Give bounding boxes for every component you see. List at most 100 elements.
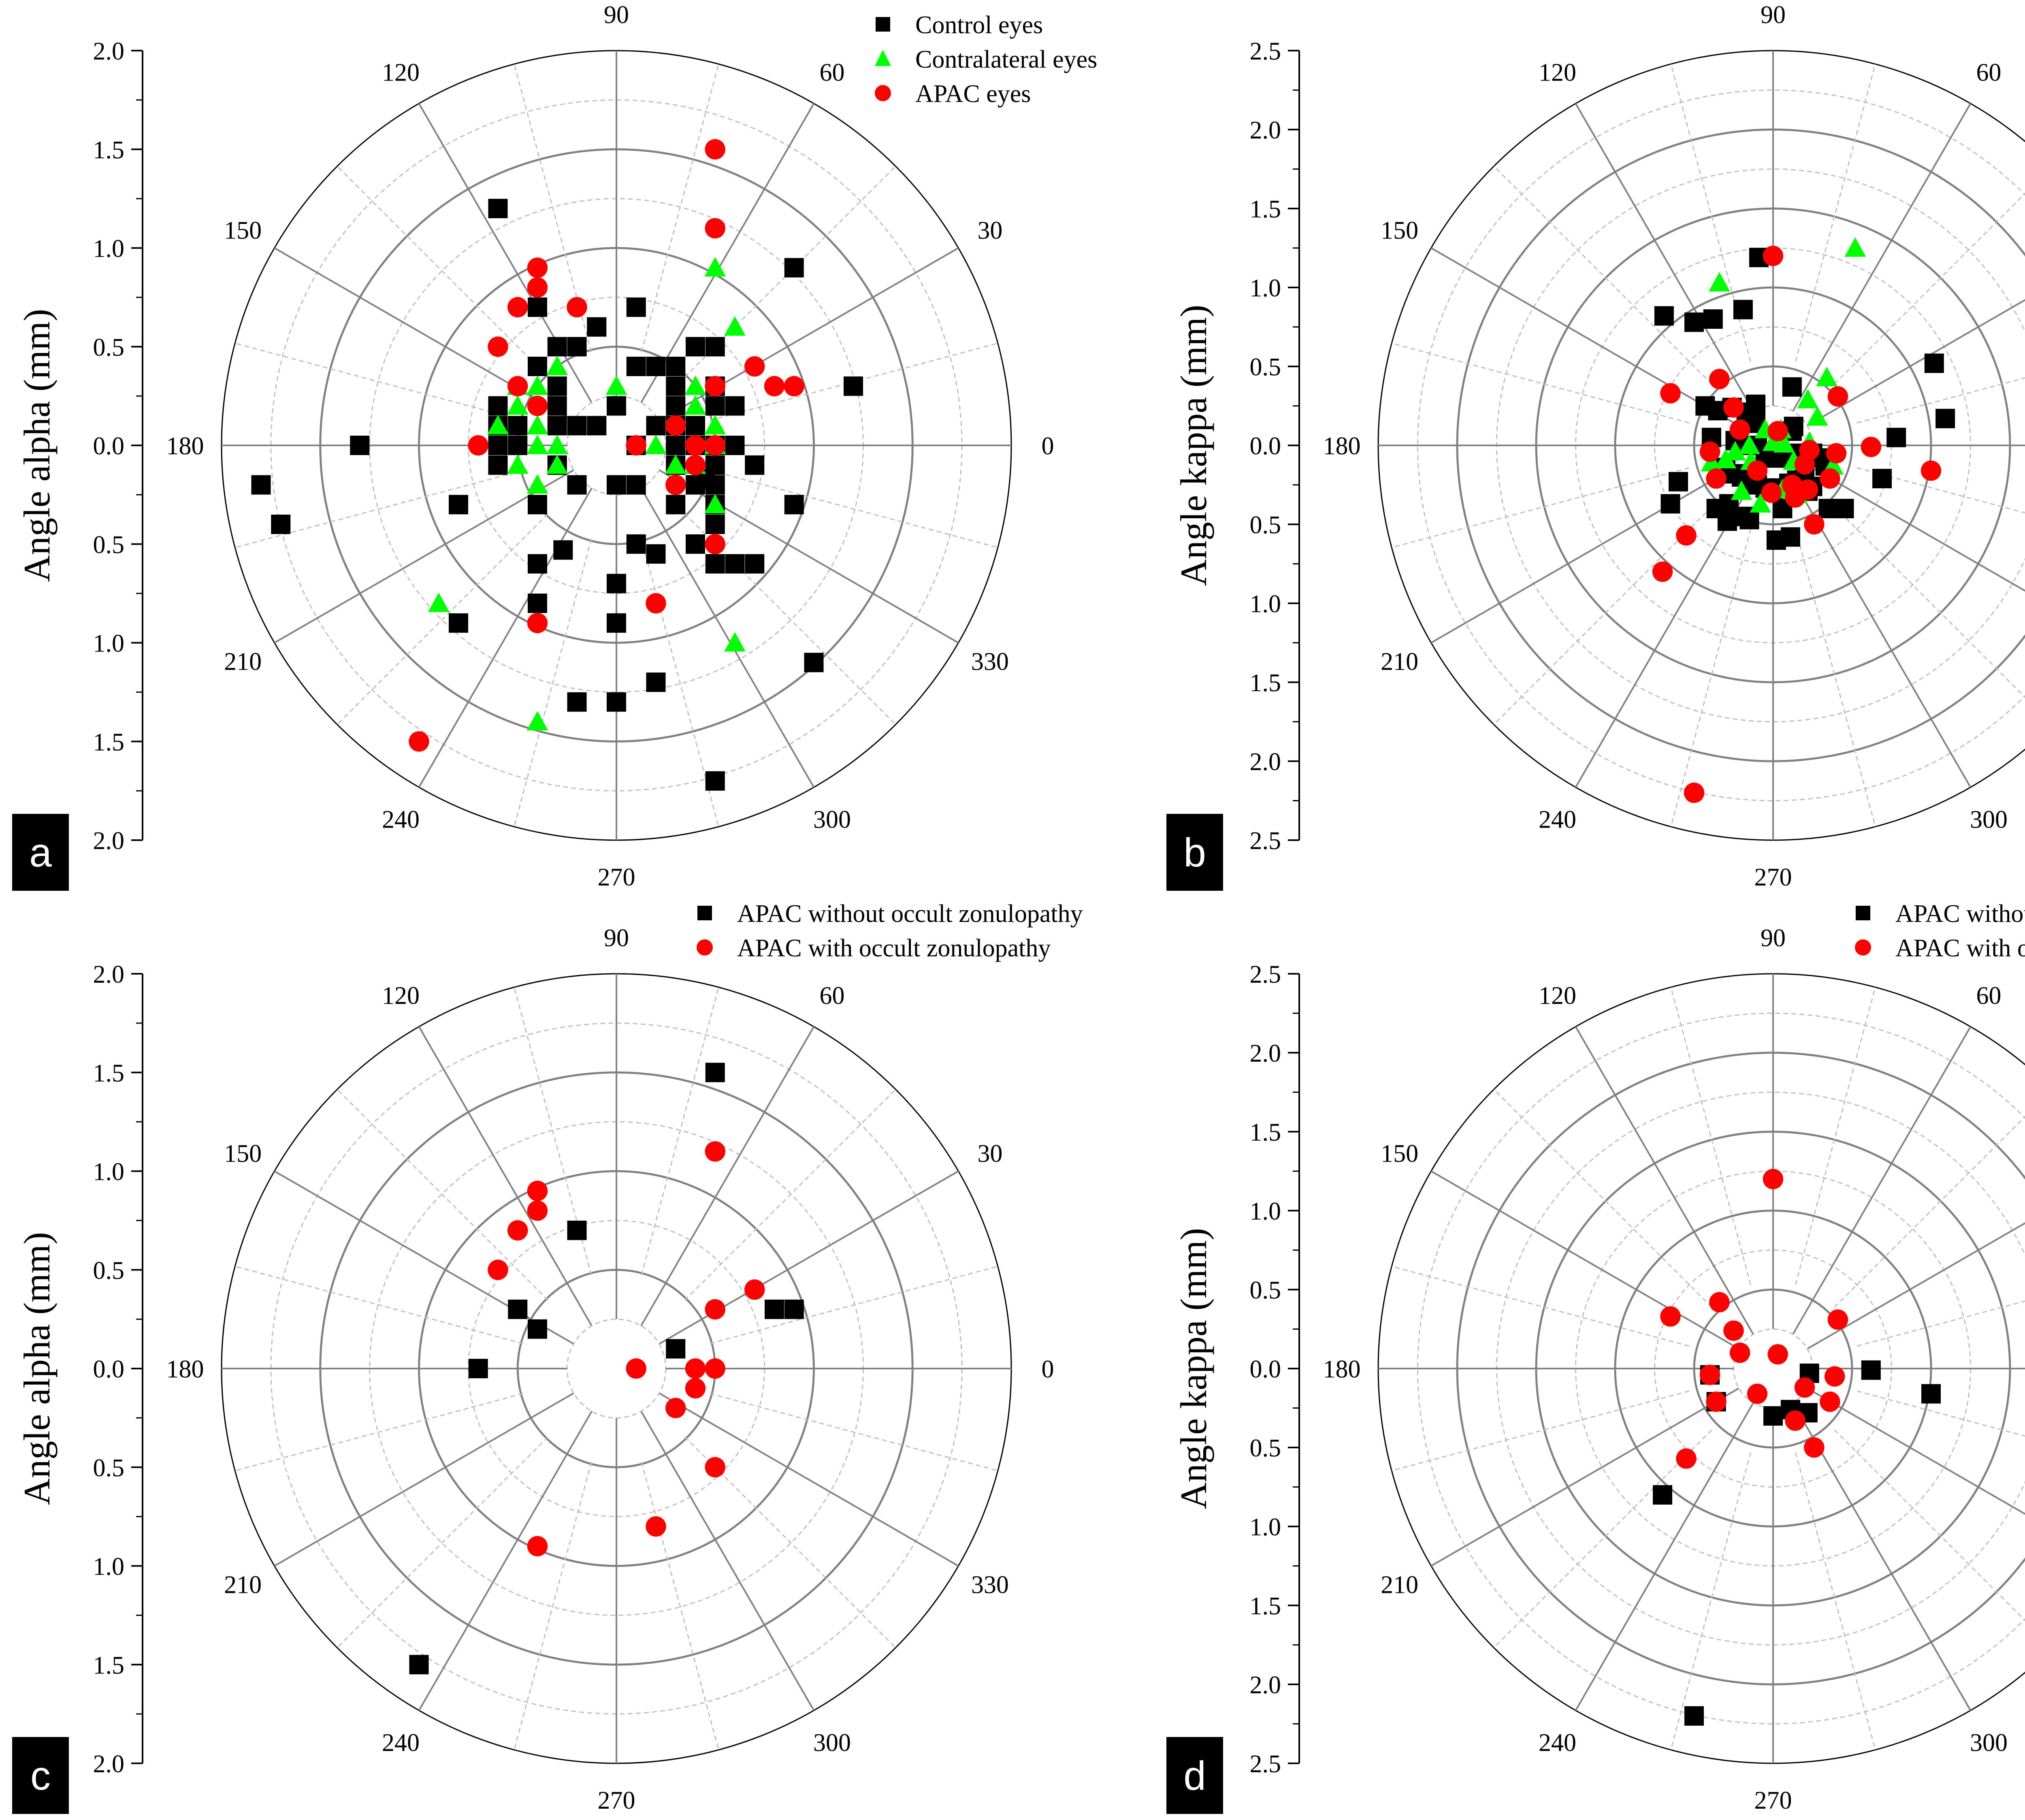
data-point-circle: [1709, 1292, 1730, 1313]
radial-tick-label: 1.5: [93, 728, 125, 756]
data-point-circle: [626, 435, 646, 456]
major-spoke: [1575, 103, 1754, 412]
data-point-circle: [527, 1200, 548, 1221]
data-point-square: [705, 337, 725, 357]
angle-tick-label: 240: [1539, 1729, 1576, 1756]
minor-spoke: [234, 470, 523, 548]
minor-spoke: [641, 1462, 719, 1750]
major-spoke: [640, 103, 815, 403]
data-point-circle: [1747, 460, 1768, 481]
angle-tick-label: 90: [1761, 924, 1786, 952]
data-point-square: [1684, 1706, 1704, 1726]
major-spoke: [274, 1392, 574, 1567]
radial-tick-label: 2.5: [1250, 961, 1281, 988]
data-point-circle: [1785, 1410, 1805, 1431]
major-spoke: [418, 487, 593, 788]
major-spoke: [1430, 247, 1739, 426]
minor-spoke: [1391, 343, 1690, 424]
minor-spoke: [1493, 506, 1712, 725]
data-point-square: [567, 1220, 587, 1240]
angle-tick-label: 330: [971, 648, 1009, 676]
data-point-circle: [1827, 386, 1848, 407]
series-apac-eyes: [409, 139, 804, 752]
data-point-circle: [744, 356, 765, 377]
radial-tick-label: 0.5: [1250, 511, 1281, 539]
radial-tick-label: 0.0: [1250, 1356, 1281, 1383]
data-point-square: [567, 475, 587, 495]
data-point-circle: [468, 435, 488, 456]
data-point-circle: [527, 277, 548, 298]
minor-spoke: [1391, 467, 1690, 548]
data-point-circle: [1804, 514, 1825, 535]
data-point-square: [745, 455, 765, 475]
data-point-circle: [1723, 397, 1744, 418]
data-point-triangle: [704, 494, 726, 513]
legend-label: APAC without occult zonulopathy: [737, 900, 1083, 928]
major-spoke: [418, 103, 593, 403]
data-point-square: [1935, 409, 1955, 428]
data-point-square: [784, 1299, 804, 1319]
minor-spoke: [1493, 1429, 1712, 1648]
legend: Control eyes Contralateral eyes APAC eyes: [875, 11, 1097, 108]
data-point-circle: [507, 297, 528, 317]
minor-spoke: [684, 1089, 896, 1301]
panel-badge-bg: [12, 1737, 69, 1814]
radial-tick-label: 0.5: [1250, 1435, 1281, 1462]
data-point-square: [725, 554, 745, 574]
angle-tick-label: 150: [1381, 1140, 1418, 1168]
data-point-square: [508, 1299, 528, 1319]
data-point-square: [666, 1339, 686, 1359]
legend-marker-circle: [1855, 939, 1871, 956]
data-point-square: [804, 653, 824, 673]
data-point-circle: [705, 534, 725, 554]
data-point-square: [468, 1359, 488, 1378]
y-axis-label: Angle kappa (mm): [1173, 1228, 1214, 1509]
data-point-triangle: [487, 415, 509, 434]
angle-tick-label: 240: [382, 806, 420, 833]
data-point-circle: [685, 1358, 706, 1379]
data-point-triangle: [684, 375, 706, 395]
data-point-square: [488, 436, 508, 455]
radial-axis: 2.0 1.5 1.0 0.5 0.0 0.5 1.0 1.5 2.0 Angle alpha (…: [16, 961, 143, 1778]
data-point-square: [607, 613, 626, 633]
minor-spoke: [1391, 1390, 1690, 1471]
minor-spoke: [641, 987, 719, 1275]
data-point-circle: [488, 1260, 508, 1280]
major-spoke: [418, 1411, 593, 1711]
legend-marker-square: [1856, 906, 1870, 920]
minor-spoke: [1795, 987, 1876, 1285]
radial-tick-label: 1.0: [1250, 1513, 1281, 1541]
data-point-circle: [685, 455, 706, 475]
angle-tick-label: 300: [813, 806, 851, 833]
data-point-circle: [507, 1220, 528, 1241]
legend-marker-square: [697, 906, 712, 920]
panel-badge-label: c: [30, 1753, 51, 1799]
data-point-triangle: [1750, 493, 1771, 513]
major-spoke: [640, 487, 815, 788]
data-point-square: [508, 436, 528, 455]
major-spoke: [418, 1026, 593, 1326]
radial-axis: 2.0 1.5 1.0 0.5 0.0 0.5 1.0 1.5 2.0 Angle alpha (…: [16, 38, 143, 855]
legend-label: APAC with occult zonulopathy: [1895, 934, 2025, 962]
radial-tick-label: 1.5: [1250, 1592, 1281, 1620]
data-point-circle: [626, 1358, 646, 1379]
data-point-circle: [685, 1378, 706, 1399]
series-apac-eyes: [1652, 245, 1942, 803]
data-point-square: [725, 436, 745, 455]
data-point-square: [705, 515, 725, 534]
data-point-square: [626, 297, 646, 317]
data-point-triangle: [724, 316, 746, 336]
angle-tick-label: 120: [1539, 59, 1576, 87]
angle-tick-label: 60: [1976, 982, 2002, 1010]
data-point-square: [547, 337, 567, 357]
angle-tick-label: 0: [1042, 1356, 1054, 1383]
minor-spoke: [1795, 64, 1876, 362]
radial-tick-label: 0.5: [93, 1257, 125, 1284]
minor-spoke: [337, 513, 549, 725]
data-point-square: [626, 534, 646, 554]
minor-spoke: [1834, 1115, 2025, 1308]
data-point-circle: [1676, 525, 1697, 546]
data-point-circle: [1699, 1364, 1720, 1385]
y-axis-label: Angle alpha (mm): [16, 1232, 58, 1505]
data-point-square: [251, 475, 271, 495]
